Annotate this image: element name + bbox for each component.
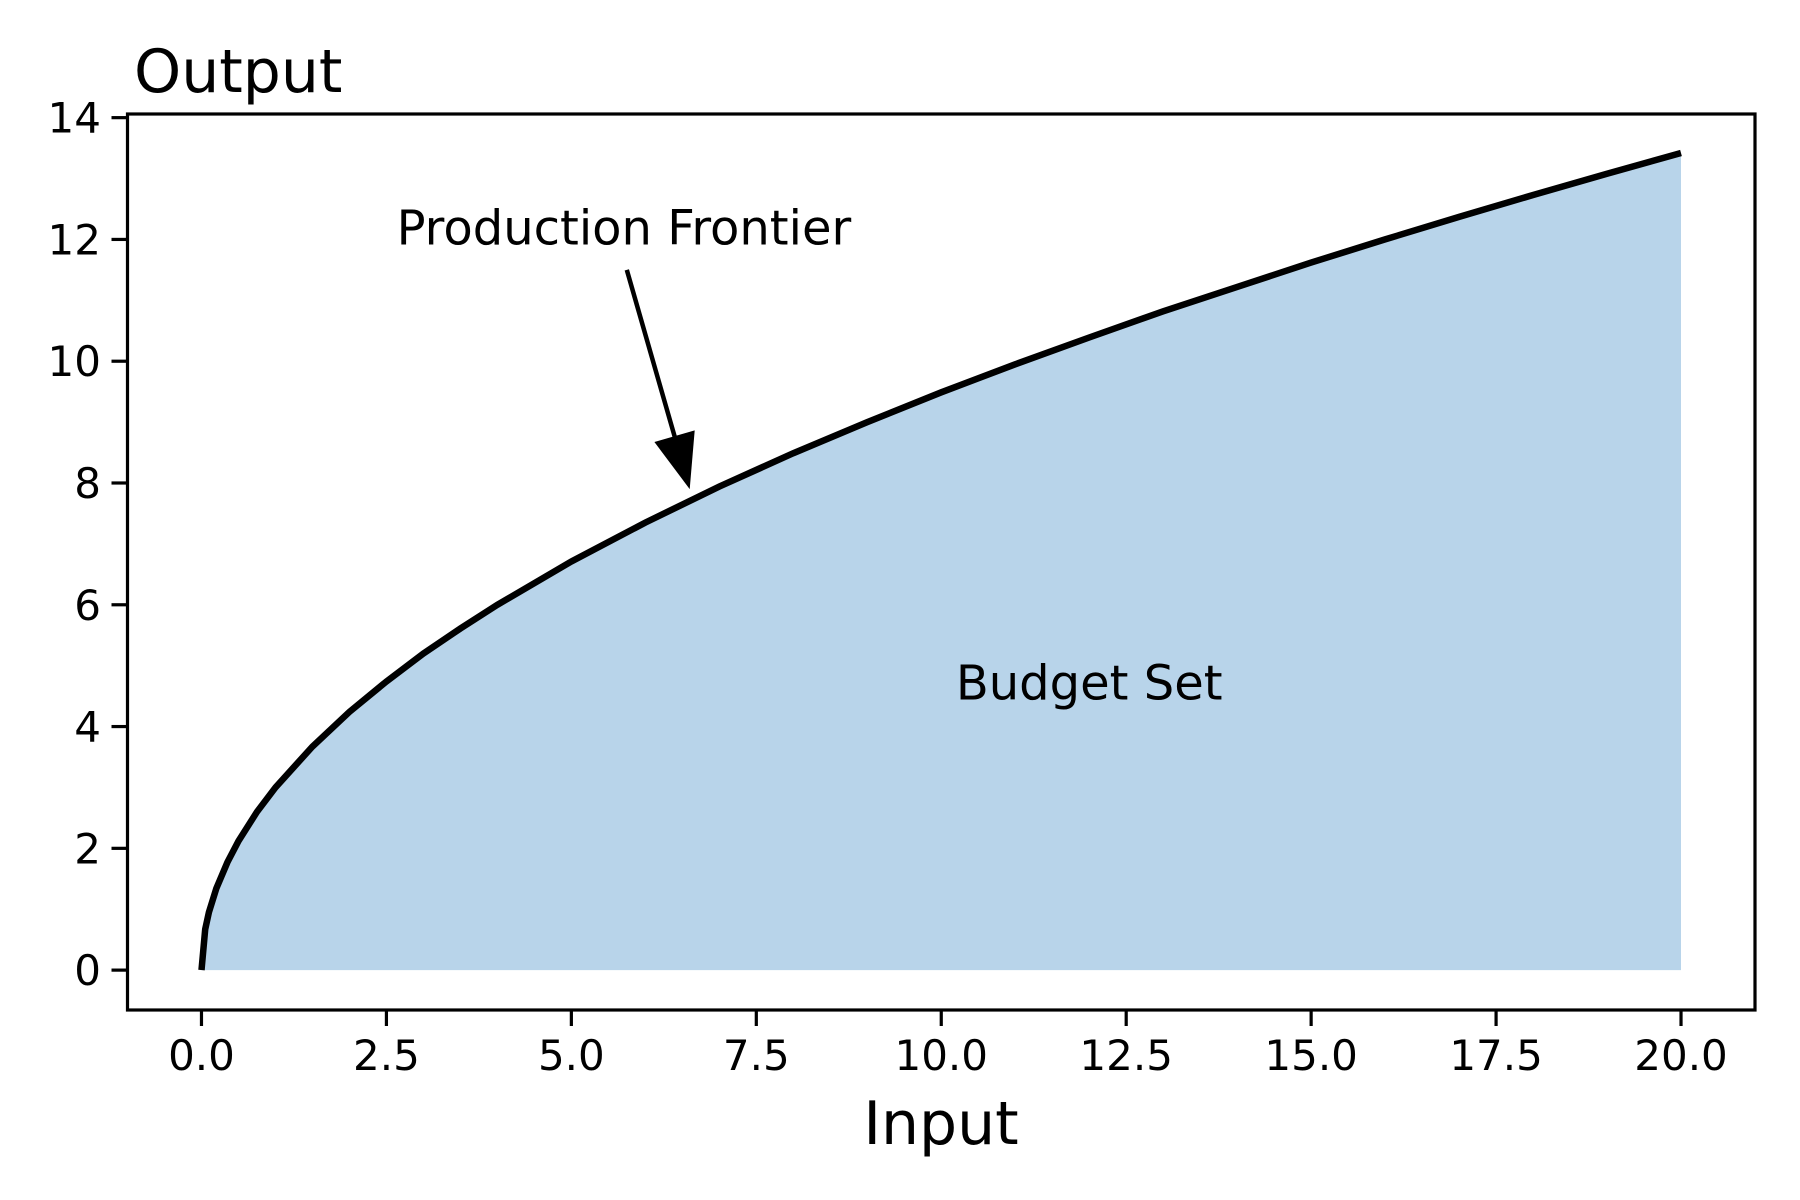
annotation-arrow-head-icon (654, 430, 695, 490)
y-tick-label: 8 (74, 459, 101, 508)
y-axis-ticks: 0 2 4 6 8 10 12 14 (48, 94, 128, 995)
x-tick-label: 20.0 (1634, 1031, 1728, 1080)
y-tick-label: 12 (48, 215, 101, 264)
x-tick-label: 0.0 (168, 1031, 235, 1080)
y-tick-label: 2 (74, 824, 101, 873)
budget-set-area (201, 153, 1681, 971)
y-tick-label: 4 (74, 703, 101, 752)
production-frontier-curve (198, 149, 1682, 971)
production-frontier-annotation: Production Frontier (397, 200, 852, 490)
y-tick-label: 6 (74, 581, 101, 630)
x-axis-ticks: 0.0 2.5 5.0 7.5 10.0 12.5 15.0 17.5 20.0 (168, 1010, 1728, 1080)
x-tick-label: 15.0 (1264, 1031, 1358, 1080)
x-tick-label: 7.5 (723, 1031, 790, 1080)
annotation-arrow-line (624, 269, 680, 447)
y-tick-label: 14 (48, 94, 101, 143)
x-tick-label: 12.5 (1079, 1031, 1173, 1080)
x-tick-label: 10.0 (894, 1031, 988, 1080)
y-tick-label: 10 (48, 337, 101, 386)
production-frontier-label: Production Frontier (397, 200, 852, 256)
x-tick-label: 17.5 (1449, 1031, 1543, 1080)
x-axis-title: Input (863, 1089, 1018, 1159)
x-tick-label: 2.5 (353, 1031, 420, 1080)
x-tick-label: 5.0 (538, 1031, 605, 1080)
y-axis-title: Output (134, 37, 342, 107)
y-tick-label: 0 (74, 946, 101, 995)
budget-set-label: Budget Set (956, 656, 1223, 712)
